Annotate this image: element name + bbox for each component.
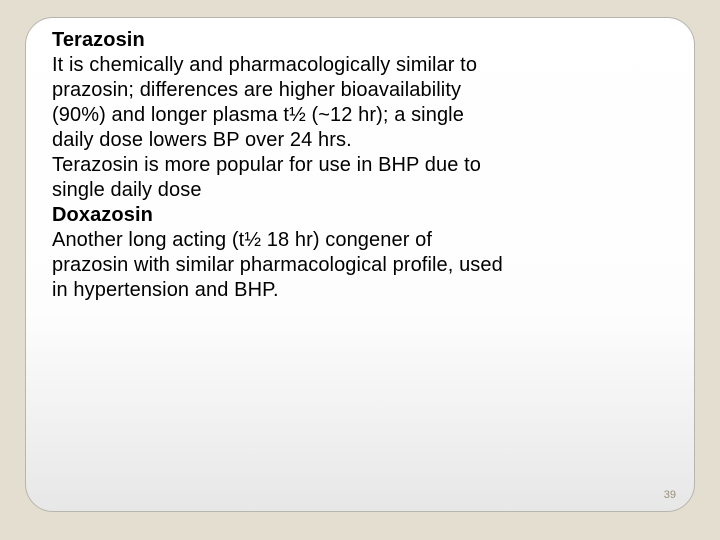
body-line: (90%) and longer plasma t½ (~12 hr); a s… — [52, 104, 464, 126]
heading-terazosin: Terazosin — [52, 29, 145, 51]
body-line: prazosin; differences are higher bioavai… — [52, 79, 461, 101]
body-line: Terazosin is more popular for use in BHP… — [52, 154, 481, 176]
slide-card: Terazosin It is chemically and pharmacol… — [25, 17, 695, 512]
body-line: Another long acting (t½ 18 hr) congener … — [52, 229, 432, 251]
body-line: prazosin with similar pharmacological pr… — [52, 254, 503, 276]
heading-doxazosin: Doxazosin — [52, 204, 153, 226]
body-line: daily dose lowers BP over 24 hrs. — [52, 129, 352, 151]
page-number: 39 — [664, 489, 676, 501]
body-line: in hypertension and BHP. — [52, 279, 279, 301]
body-line: single daily dose — [52, 179, 202, 201]
body-line: It is chemically and pharmacologically s… — [52, 54, 477, 76]
slide-text: Terazosin It is chemically and pharmacol… — [52, 28, 668, 303]
